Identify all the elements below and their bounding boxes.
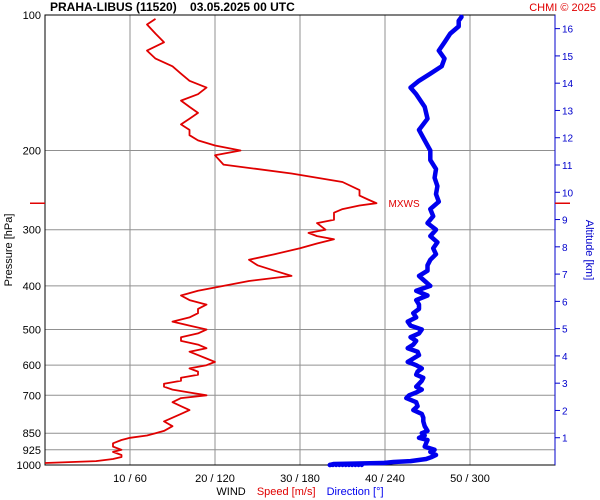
grid-lines [45, 14, 555, 466]
x-axis-label-speed: Speed [m/s] [257, 486, 316, 498]
direction-surface-dot [337, 462, 342, 468]
direction-surface-dot [333, 462, 339, 468]
pressure-tick-label: 600 [23, 360, 41, 372]
altitude-tick-label: 9 [562, 216, 568, 227]
direction-surface-dot [340, 462, 345, 468]
altitude-tick-label: 5 [562, 325, 568, 336]
pressure-tick-label: 200 [23, 145, 41, 157]
direction-surface-dot [343, 462, 348, 468]
pressure-axis-label: Pressure [hPa] [3, 214, 15, 287]
pressure-tick-label: 500 [23, 325, 41, 337]
direction-surface-dot [330, 462, 336, 468]
altitude-tick-label: 3 [562, 379, 568, 390]
chart-title: PRAHA-LIBUS (11520) 03.05.2025 00 UTC [50, 0, 295, 14]
x-tick-label: 40 / 240 [365, 473, 405, 485]
x-tick-label: 30 / 180 [280, 473, 320, 485]
altitude-tick-label: 2 [562, 406, 568, 417]
x-axis-label: WIND Speed [m/s] Direction [°] [216, 486, 383, 498]
x-tick-label: 10 / 60 [113, 473, 147, 485]
altitude-tick-label: 4 [562, 352, 568, 363]
copyright-label: CHMI © 2025 [529, 2, 596, 14]
max-wind-label: MXWS [389, 199, 420, 210]
pressure-tick-label: 700 [23, 390, 41, 402]
pressure-tick-label: 1000 [17, 460, 41, 472]
altitude-tick-label: 12 [562, 134, 574, 145]
speed-series-line [44, 18, 378, 464]
pressure-tick-label: 925 [23, 445, 41, 457]
pressure-tick-label: 100 [23, 10, 41, 22]
altitude-tick-label: 8 [562, 243, 568, 254]
pressure-tick-label: 300 [23, 225, 41, 237]
altitude-axis-label: Altitude [km] [583, 220, 595, 281]
altitude-tick-label: 13 [562, 106, 574, 117]
x-tick-label: 20 / 120 [195, 473, 235, 485]
direction-surface-dot [356, 462, 361, 468]
direction-surface-dot [359, 462, 364, 468]
altitude-tick-label: 16 [562, 25, 574, 36]
altitude-tick-label: 11 [562, 161, 573, 172]
altitude-tick-label: 6 [562, 297, 568, 308]
x-axis-label-wind: WIND [216, 486, 245, 498]
max-wind-layer: MXWS [30, 199, 570, 210]
altitude-tick-label: 14 [562, 79, 574, 90]
pressure-axis: 100 200 300 400 500 600 700 850 925 1000 [17, 10, 41, 472]
direction-surface-dot [327, 462, 332, 468]
altitude-tick-label: 10 [562, 188, 574, 199]
altitude-tick-label: 7 [562, 270, 568, 281]
pressure-tick-label: 850 [23, 428, 41, 440]
x-axis-label-direction: Direction [°] [327, 486, 384, 498]
pressure-tick-label: 400 [23, 281, 41, 293]
direction-surface-dot [353, 462, 358, 468]
direction-surface-dot [349, 462, 355, 468]
altitude-tick-label: 15 [562, 52, 574, 63]
direction-series-line [327, 14, 464, 468]
direction-surface-dot [346, 462, 352, 468]
x-tick-label: 50 / 300 [450, 473, 490, 485]
altitude-tick-label: 1 [562, 434, 568, 445]
series-layer [44, 14, 464, 468]
speed-direction-axis: 10 / 60 20 / 120 30 / 180 40 / 240 50 / 300 [113, 473, 490, 485]
